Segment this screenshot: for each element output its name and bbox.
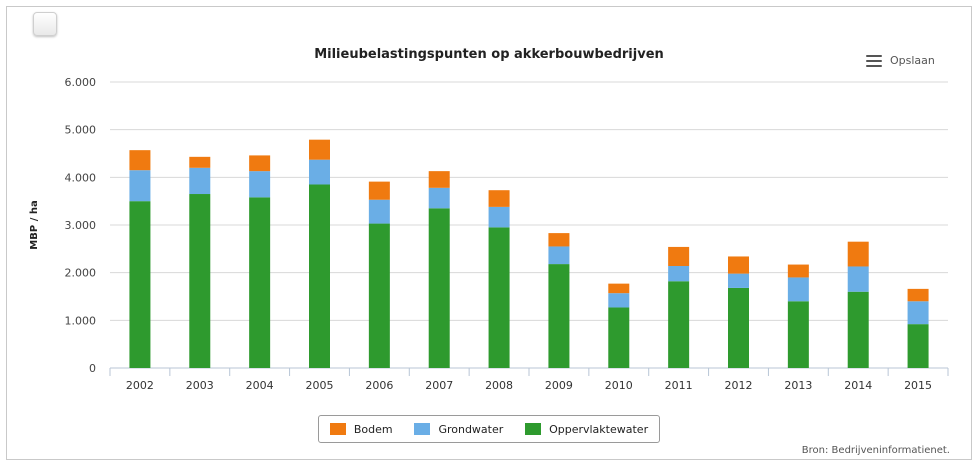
legend: Bodem Grondwater Oppervlaktewater [318, 415, 660, 443]
bar-oppervlaktewater-2006[interactable] [368, 223, 390, 368]
bars [129, 139, 929, 368]
bar-grondwater-2006[interactable] [368, 199, 390, 224]
bar-oppervlaktewater-2014[interactable] [847, 291, 869, 368]
bar-grondwater-2007[interactable] [428, 187, 450, 209]
bar-bodem-2013[interactable] [787, 264, 809, 278]
bar-bodem-2007[interactable] [428, 171, 450, 188]
legend-label-oppervlaktewater: Oppervlaktewater [549, 422, 649, 436]
legend-label-bodem: Bodem [353, 422, 393, 436]
x-tick-label: 2006 [365, 379, 393, 392]
bar-bodem-2005[interactable] [309, 139, 330, 160]
export-label: Opslaan [890, 54, 935, 67]
y-tick-label: 4.000 [65, 171, 97, 184]
legend-item-grondwater[interactable]: Grondwater [414, 423, 503, 436]
x-tick-label: 2015 [904, 379, 932, 392]
x-tick-label: 2003 [186, 379, 214, 392]
bar-oppervlaktewater-2005[interactable] [309, 184, 330, 368]
bar-oppervlaktewater-2011[interactable] [668, 281, 690, 368]
bar-grondwater-2008[interactable] [488, 206, 510, 228]
bar-grondwater-2002[interactable] [129, 170, 151, 202]
x-tick-label: 2010 [605, 379, 633, 392]
bar-grondwater-2011[interactable] [668, 265, 690, 282]
y-tick-label: 5.000 [65, 124, 97, 137]
legend-swatch-bodem [329, 423, 346, 435]
y-tick-label: 2.000 [65, 267, 97, 280]
x-tick-label: 2008 [485, 379, 513, 392]
bar-oppervlaktewater-2010[interactable] [608, 307, 630, 368]
x-tick-label: 2011 [665, 379, 693, 392]
bar-oppervlaktewater-2015[interactable] [907, 324, 929, 368]
bar-bodem-2015[interactable] [907, 288, 929, 302]
x-tick-label: 2005 [306, 379, 334, 392]
y-tick-label: 0 [89, 362, 96, 375]
bar-grondwater-2005[interactable] [309, 159, 330, 185]
x-tick-label: 2007 [425, 379, 453, 392]
x-tick-label: 2013 [784, 379, 812, 392]
x-tick-label: 2014 [844, 379, 872, 392]
export-button[interactable]: Opslaan [866, 54, 935, 67]
bar-grondwater-2009[interactable] [548, 246, 570, 265]
bar-oppervlaktewater-2009[interactable] [548, 264, 570, 368]
bar-bodem-2004[interactable] [249, 155, 271, 172]
y-tick-label: 1.000 [65, 314, 97, 327]
bar-oppervlaktewater-2003[interactable] [189, 194, 211, 368]
bar-grondwater-2004[interactable] [249, 171, 271, 198]
bar-grondwater-2012[interactable] [728, 273, 749, 288]
corner-button[interactable] [33, 12, 57, 36]
legend-item-oppervlaktewater[interactable]: Oppervlaktewater [525, 423, 648, 436]
legend-swatch-oppervlaktewater [525, 423, 542, 435]
legend-item-bodem[interactable]: Bodem [329, 422, 393, 436]
chart-title: Milieubelastingspunten op akkerbouwbedri… [314, 47, 664, 62]
source-note: Bron: Bedrijveninformatienet. [801, 445, 950, 456]
bar-bodem-2003[interactable] [189, 156, 211, 168]
bar-grondwater-2010[interactable] [608, 293, 630, 308]
x-tick-label: 2002 [126, 379, 154, 392]
bar-oppervlaktewater-2008[interactable] [488, 227, 510, 368]
y-tick-label: 3.000 [65, 219, 97, 232]
bar-bodem-2012[interactable] [728, 256, 749, 274]
bar-grondwater-2015[interactable] [907, 301, 929, 325]
bar-bodem-2002[interactable] [129, 150, 151, 171]
x-axis: 2002 2003 2004 2005 2006 2007 2008 2009 2010 2011… [109, 368, 949, 392]
bar-grondwater-2014[interactable] [847, 266, 869, 292]
bar-oppervlaktewater-2012[interactable] [728, 287, 749, 368]
x-tick-label: 2009 [545, 379, 573, 392]
bar-grondwater-2003[interactable] [189, 167, 211, 195]
bar-bodem-2011[interactable] [668, 246, 690, 266]
bar-bodem-2009[interactable] [548, 233, 570, 247]
bar-bodem-2014[interactable] [847, 241, 869, 267]
y-axis-label: MBP / ha [29, 200, 40, 249]
hamburger-icon [866, 54, 882, 67]
y-axis: 0 1.000 2.000 3.000 4.000 5.000 6.000 [65, 76, 97, 375]
bar-oppervlaktewater-2002[interactable] [129, 201, 151, 368]
grid-lines [110, 81, 948, 369]
x-tick-label: 2004 [246, 379, 274, 392]
legend-swatch-grondwater [414, 423, 431, 435]
legend-label-grondwater: Grondwater [438, 422, 504, 436]
y-tick-label: 6.000 [65, 76, 97, 89]
bar-bodem-2008[interactable] [488, 190, 510, 207]
bar-oppervlaktewater-2007[interactable] [428, 208, 450, 368]
bar-bodem-2010[interactable] [608, 283, 630, 294]
x-tick-label: 2012 [725, 379, 753, 392]
bar-oppervlaktewater-2013[interactable] [787, 301, 809, 368]
bar-grondwater-2013[interactable] [787, 277, 809, 302]
bar-bodem-2006[interactable] [368, 181, 390, 200]
bar-oppervlaktewater-2004[interactable] [249, 197, 271, 368]
